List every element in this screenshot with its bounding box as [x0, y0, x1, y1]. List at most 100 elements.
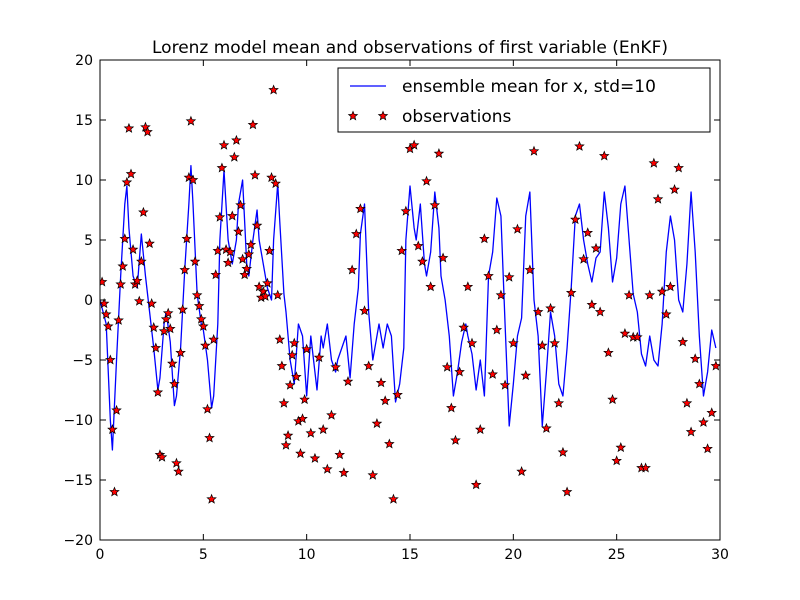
- observation-point: [355, 203, 366, 214]
- observation-point: [183, 172, 195, 183]
- observation-point: [100, 308, 112, 319]
- observation-point: [299, 394, 310, 405]
- observation-point: [681, 397, 693, 408]
- observation-point: [665, 281, 676, 292]
- observation-point: [295, 448, 306, 459]
- y-tick-label: 5: [84, 233, 93, 249]
- observation-point: [167, 358, 178, 369]
- observation-point: [214, 211, 226, 222]
- observation-point: [450, 434, 461, 445]
- y-tick-label: 15: [75, 113, 93, 129]
- observation-point: [142, 126, 153, 137]
- observation-point: [417, 256, 428, 267]
- observation-point: [140, 121, 151, 132]
- observation-point: [247, 119, 259, 130]
- observation-point: [367, 469, 379, 480]
- x-tick-label: 25: [608, 547, 626, 563]
- observation-point: [100, 276, 108, 287]
- x-tick-label: 0: [96, 547, 105, 563]
- legend-star: [377, 110, 389, 121]
- observation-point: [623, 289, 635, 300]
- observation-point: [359, 305, 370, 316]
- observation-point: [524, 264, 536, 275]
- observation-point: [131, 275, 143, 286]
- observation-point: [545, 302, 556, 313]
- y-tick-label: −5: [72, 353, 93, 369]
- observation-point: [185, 115, 197, 126]
- observation-point: [210, 269, 222, 280]
- observation-point: [127, 244, 139, 255]
- observation-point: [615, 442, 627, 453]
- observation-point: [158, 325, 170, 336]
- observation-point: [541, 422, 552, 433]
- legend-label-mean: ensemble mean for x, std=10: [402, 77, 656, 97]
- observation-point: [652, 193, 664, 204]
- legend: ensemble mean for x, std=10 observations: [337, 67, 711, 133]
- observation-point: [590, 242, 602, 253]
- observation-point: [516, 466, 527, 477]
- observation-point: [264, 245, 275, 256]
- observation-point: [458, 322, 470, 333]
- observation-point: [322, 463, 333, 474]
- observation-point: [392, 389, 403, 400]
- observation-point: [266, 172, 277, 183]
- observation-point: [384, 438, 395, 449]
- observation-point: [284, 379, 296, 390]
- observation-point: [224, 246, 236, 257]
- legend-box: [337, 67, 711, 133]
- observation-point: [330, 361, 341, 372]
- observation-point: [702, 443, 713, 454]
- y-tick-label: 0: [84, 293, 93, 309]
- observation-point: [280, 439, 292, 450]
- observation-point: [150, 342, 162, 353]
- observation-point: [133, 295, 145, 306]
- observation-point: [611, 455, 622, 466]
- observation-point: [689, 353, 701, 364]
- observation-point: [570, 214, 581, 225]
- observation-point: [375, 377, 387, 388]
- plot-series: [100, 84, 720, 504]
- observation-point: [309, 452, 321, 463]
- observation-point: [274, 334, 286, 345]
- observation-point: [685, 426, 697, 437]
- observation-point: [520, 370, 532, 381]
- observation-point: [115, 278, 126, 289]
- observation-point: [317, 424, 329, 435]
- observation-point: [425, 281, 436, 292]
- observation-point: [297, 413, 308, 424]
- observation-point: [495, 289, 507, 300]
- observation-point: [586, 299, 598, 310]
- observation-point: [136, 256, 147, 267]
- observation-point: [388, 493, 399, 504]
- observation-point: [598, 150, 610, 161]
- legend-star-swatch: [347, 110, 389, 121]
- observation-point: [218, 139, 230, 150]
- observation-point: [200, 340, 211, 351]
- observation-point: [113, 314, 124, 325]
- observation-point: [454, 366, 465, 377]
- y-tick-label: 10: [75, 173, 93, 189]
- observation-point: [446, 402, 457, 413]
- observation-point: [229, 151, 240, 162]
- observation-point: [660, 308, 672, 319]
- observation-point: [433, 148, 445, 159]
- observation-point: [123, 122, 135, 133]
- observation-point: [656, 286, 668, 297]
- observation-point: [594, 306, 606, 317]
- observation-point: [257, 286, 269, 297]
- observation-point: [187, 174, 199, 185]
- observation-point: [146, 298, 157, 309]
- observation-point: [216, 162, 228, 173]
- observation-point: [669, 184, 680, 195]
- observation-point: [549, 337, 560, 348]
- observation-point: [429, 199, 441, 210]
- observation-point: [632, 331, 643, 342]
- observation-point: [326, 409, 337, 420]
- observation-point: [181, 233, 193, 244]
- observation-point: [189, 256, 201, 267]
- x-tick-label: 15: [401, 547, 419, 563]
- observation-point: [396, 245, 408, 256]
- observation-point: [441, 361, 453, 372]
- observation-point: [483, 270, 494, 281]
